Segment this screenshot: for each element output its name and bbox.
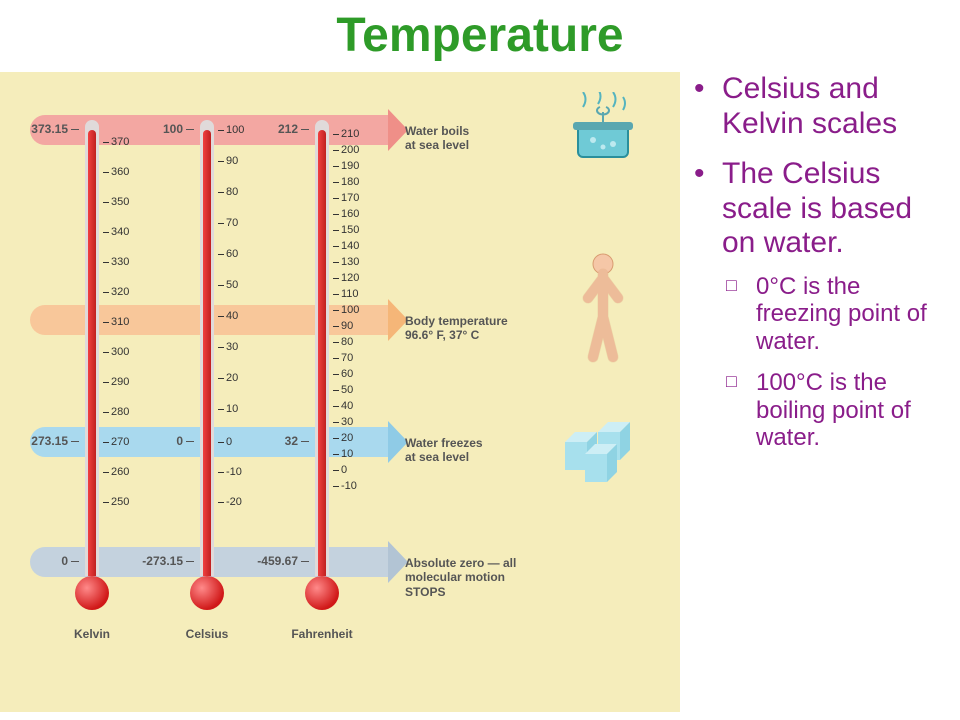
thermometer-fahrenheit: [315, 120, 329, 610]
scale-label-fahrenheit: Fahrenheit: [282, 627, 362, 641]
marker: 373.15: [31, 122, 79, 136]
thermometer-celsius: [200, 120, 214, 610]
sub-bullet-item: 0°C is the freezing point of water.: [726, 273, 950, 356]
reference-label-freeze: Water freezesat sea level: [405, 436, 535, 465]
page-title: Temperature: [0, 0, 960, 63]
reference-label-body: Body temperature96.6° F, 37° C: [405, 314, 535, 343]
marker: 0: [61, 554, 79, 568]
reference-label-boil: Water boilsat sea level: [405, 124, 535, 153]
sub-bullet-item: 100°C is the boiling point of water.: [726, 369, 950, 452]
scale-label-kelvin: Kelvin: [52, 627, 132, 641]
marker: 273.15: [31, 434, 79, 448]
marker: 212: [278, 122, 309, 136]
thermometer-kelvin: [85, 120, 99, 610]
bullet-item: Celsius and Kelvin scales: [694, 72, 950, 141]
reference-label-abszero: Absolute zero — allmolecular motion STOP…: [405, 556, 535, 599]
human-icon: [555, 252, 650, 372]
marker: 32: [285, 434, 309, 448]
bullet-column: Celsius and Kelvin scales The Celsius sca…: [690, 72, 950, 468]
marker: 100: [163, 122, 194, 136]
ice-icon: [555, 412, 650, 487]
diagram-panel: Water boilsat sea level Body temperature9…: [0, 72, 680, 712]
bullet-item: The Celsius scale is based on water.0°C …: [694, 157, 950, 452]
marker: 0: [176, 434, 194, 448]
marker: -459.67: [257, 554, 309, 568]
pot-icon: [555, 92, 650, 172]
scale-label-celsius: Celsius: [167, 627, 247, 641]
marker: -273.15: [142, 554, 194, 568]
